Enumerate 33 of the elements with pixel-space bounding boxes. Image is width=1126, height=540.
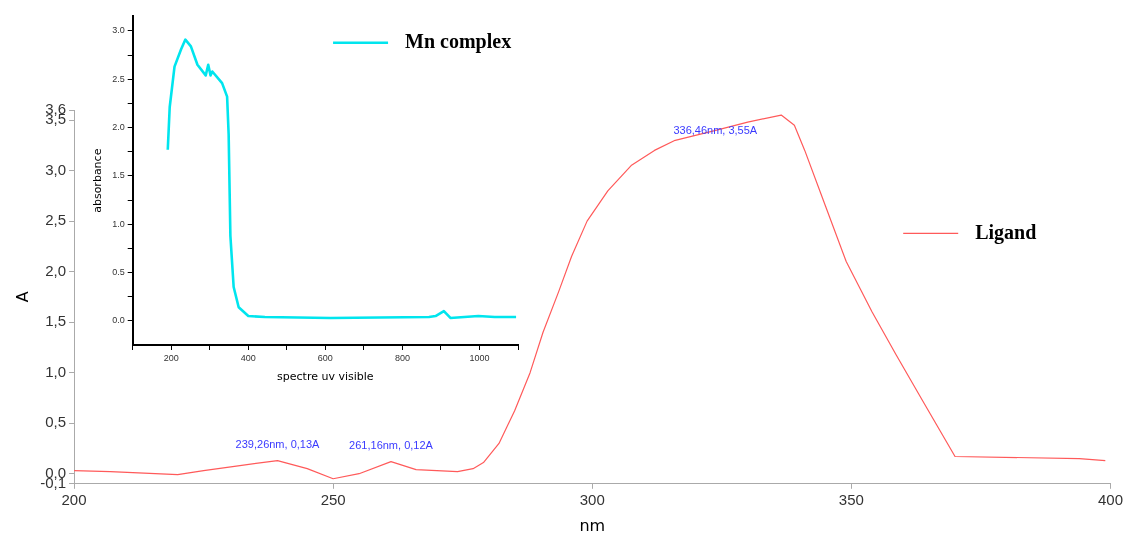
y-tick-label: 1,5 — [45, 312, 67, 330]
y-tick-label: 3.0 — [112, 25, 125, 36]
annotation: 261,16nm, 0,12A — [349, 439, 434, 452]
y-tick-label: 0,0 — [45, 463, 67, 481]
legend-label: Ligand — [975, 220, 1037, 244]
y-tick-label: 3,0 — [45, 160, 67, 178]
x-tick-label: 600 — [317, 352, 333, 363]
x-tick-label: 250 — [320, 490, 346, 508]
y-tick-label: 0.0 — [112, 315, 125, 326]
x-tick-label: 300 — [579, 490, 605, 508]
y-tick-label: 2.0 — [112, 122, 125, 133]
y-axis-title: absorbance — [91, 148, 105, 213]
annotation: 239,26nm, 0,13A — [235, 438, 321, 451]
x-tick-label: 200 — [61, 490, 87, 508]
legend-label: Mn complex — [405, 29, 512, 53]
x-axis-title: spectre uv visible — [277, 370, 374, 384]
x-axis-title: nm — [579, 515, 606, 535]
x-tick-label: 800 — [394, 352, 410, 363]
x-tick-label: 350 — [838, 490, 864, 508]
y-tick-label: 2,0 — [45, 261, 67, 279]
y-tick-label: 1.5 — [112, 170, 125, 181]
annotation: 336,46nm, 3,55A — [673, 123, 758, 136]
x-tick-label: 400 — [1097, 490, 1123, 508]
y-tick-label: 1,0 — [45, 362, 67, 380]
y-tick-label: 0.5 — [112, 267, 125, 277]
x-tick-label: 1000 — [469, 352, 490, 363]
x-tick-label: 200 — [163, 352, 179, 363]
y-tick-label: 0,5 — [45, 413, 67, 431]
y-tick-label: 2,5 — [45, 211, 67, 229]
x-tick-label: 400 — [240, 352, 256, 363]
y-tick-label: 1.0 — [112, 218, 125, 229]
y-tick-label: 2.5 — [112, 73, 125, 84]
y-axis-title: A — [12, 291, 32, 303]
